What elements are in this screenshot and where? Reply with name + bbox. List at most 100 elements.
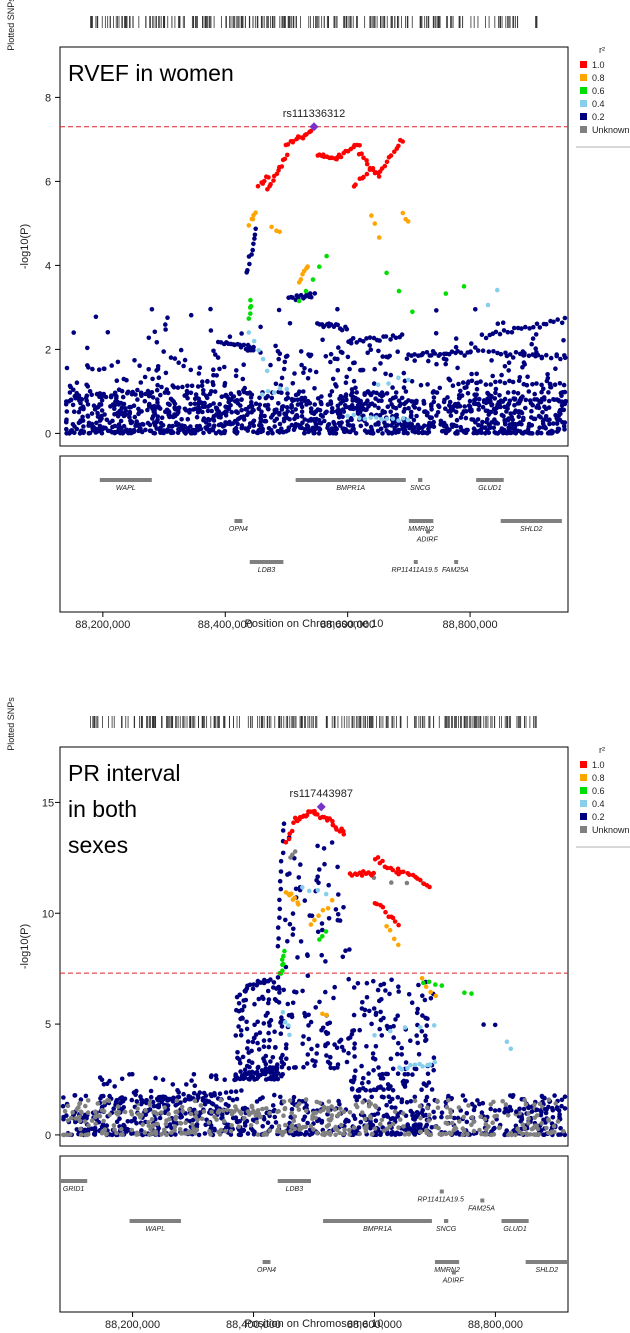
snp-point xyxy=(312,430,317,436)
snp-point xyxy=(498,398,504,404)
legend-title: r² xyxy=(599,45,605,55)
snp-point xyxy=(397,403,403,409)
snp-point xyxy=(292,416,297,422)
snp-point xyxy=(393,1105,398,1111)
snp-point xyxy=(489,1132,494,1138)
snp-point xyxy=(115,359,121,365)
snp-point xyxy=(384,416,390,422)
snp-point xyxy=(407,872,412,878)
snp-point xyxy=(251,241,256,247)
snp-point xyxy=(453,336,459,341)
snp-point xyxy=(278,858,284,864)
x-tick-label: 88,800,000 xyxy=(468,1319,523,1331)
snp-point xyxy=(131,427,137,433)
snp-point xyxy=(488,395,493,401)
snp-point xyxy=(531,1132,537,1137)
snp-point xyxy=(364,422,369,427)
snp-point xyxy=(145,388,151,394)
snp-point xyxy=(252,236,257,241)
snp-point xyxy=(160,1094,166,1099)
snp-point xyxy=(282,156,288,162)
snp-point xyxy=(371,870,377,876)
snp-point xyxy=(137,422,142,428)
snp-point xyxy=(181,363,186,369)
snp-point xyxy=(247,1064,252,1070)
snp-point xyxy=(187,1107,192,1112)
snp-point xyxy=(138,390,144,396)
snp-point xyxy=(256,1047,262,1052)
snp-point xyxy=(281,1113,286,1118)
snp-point xyxy=(260,994,265,1000)
snp-point xyxy=(71,330,76,335)
snp-point xyxy=(388,409,394,415)
snp-point xyxy=(139,1128,144,1133)
snp-point xyxy=(169,1130,174,1135)
snp-point xyxy=(151,1109,156,1115)
snp-point xyxy=(457,1119,462,1124)
snp-point xyxy=(146,367,151,372)
snp-point xyxy=(463,430,469,436)
snp-point xyxy=(315,929,321,935)
snp-point xyxy=(319,1120,325,1125)
snp-point xyxy=(376,348,381,354)
snp-point xyxy=(341,832,347,837)
snp-point xyxy=(292,397,297,403)
snp-point xyxy=(408,413,414,418)
snp-point xyxy=(416,1052,422,1057)
snp-point xyxy=(266,1044,272,1050)
snp-point xyxy=(371,978,376,984)
snp-point xyxy=(180,384,185,390)
y-tick-label: 10 xyxy=(42,908,54,920)
snp-point xyxy=(368,415,374,420)
snp-point xyxy=(416,406,422,412)
snp-point xyxy=(233,1089,239,1094)
snp-point xyxy=(280,1010,286,1015)
snp-point xyxy=(291,926,296,932)
snp-point xyxy=(312,402,318,407)
snp-point xyxy=(306,888,312,894)
snp-point xyxy=(134,419,139,424)
snp-point xyxy=(328,1118,333,1123)
lead-snp-marker xyxy=(316,802,326,812)
snp-point xyxy=(267,1110,273,1116)
snp-point xyxy=(301,1117,306,1122)
snp-point xyxy=(209,1073,214,1078)
snp-point xyxy=(273,1120,279,1125)
snp-point xyxy=(91,1131,97,1137)
snp-point xyxy=(81,405,86,411)
snp-point xyxy=(402,1072,408,1077)
snp-point xyxy=(444,425,450,430)
snp-point xyxy=(545,372,550,377)
gene-track-frame xyxy=(59,455,569,613)
snp-point xyxy=(412,1094,418,1100)
snp-point xyxy=(250,1074,255,1080)
snp-point xyxy=(132,414,138,420)
snp-point xyxy=(328,351,334,357)
snp-point xyxy=(415,1040,421,1046)
snp-point xyxy=(504,430,510,436)
snp-point xyxy=(453,409,459,415)
snp-point xyxy=(289,828,295,834)
snp-point xyxy=(277,351,283,357)
snp-point xyxy=(517,375,523,380)
snp-point xyxy=(551,421,556,426)
snp-point xyxy=(277,915,282,920)
snp-point xyxy=(501,413,506,419)
snp-point xyxy=(175,430,181,436)
snp-point xyxy=(364,171,370,177)
snp-point xyxy=(380,408,386,414)
snp-point xyxy=(290,409,295,415)
snp-point xyxy=(147,404,152,409)
snp-point xyxy=(518,1119,524,1124)
snp-point xyxy=(414,1033,420,1038)
snp-point xyxy=(476,430,482,435)
snp-point xyxy=(507,378,512,384)
snp-point xyxy=(248,1123,254,1128)
snp-point xyxy=(76,409,82,415)
snp-point xyxy=(523,397,529,403)
snp-point xyxy=(353,431,359,436)
snp-point xyxy=(234,1007,239,1013)
snp-point xyxy=(332,1107,338,1112)
snp-point xyxy=(153,1129,159,1135)
snp-point xyxy=(99,1124,105,1129)
